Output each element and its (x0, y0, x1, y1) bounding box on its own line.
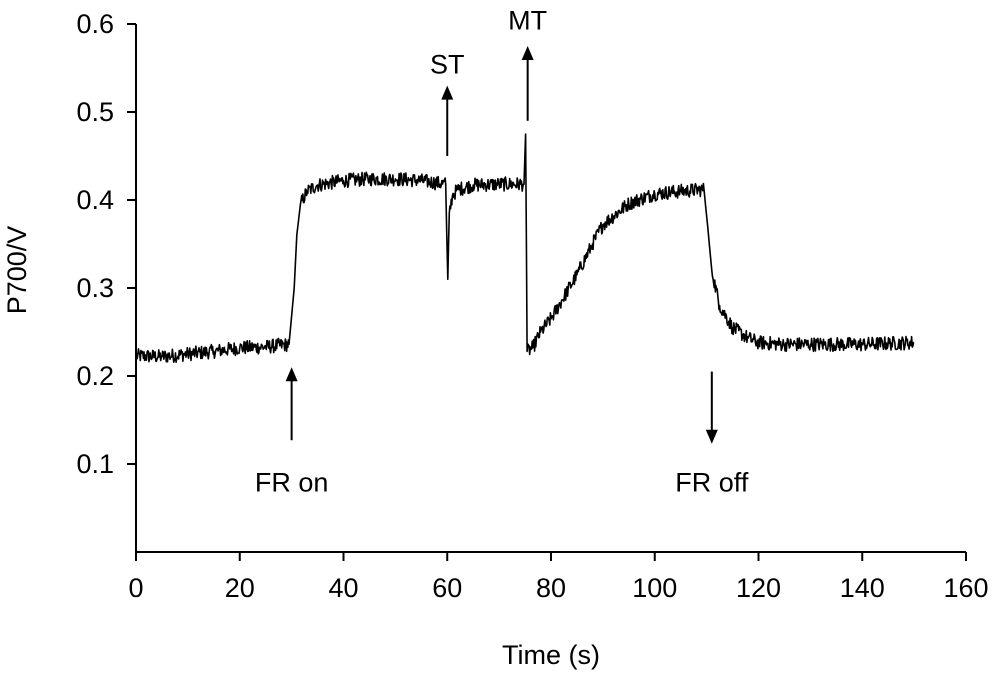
annotation-label: FR on (255, 468, 329, 498)
x-axis-title: Time (s) (502, 640, 600, 670)
x-tick-label: 40 (328, 573, 358, 603)
series-line-0 (135, 133, 915, 363)
x-ticks: 0 20 40 60 80 100 120 140 160 (128, 552, 989, 603)
x-tick-label: 20 (225, 573, 255, 603)
y-axis-title: P700/V (2, 226, 32, 315)
x-tick-label: 0 (128, 573, 143, 603)
annotation-label: FR off (675, 468, 749, 498)
x-tick-label: 60 (432, 573, 462, 603)
arrow-down-icon (705, 429, 718, 444)
series-group (135, 133, 915, 363)
x-tick-label: 140 (840, 573, 885, 603)
y-tick-label: 0.2 (76, 361, 114, 391)
y-tick-label: 0.3 (76, 273, 114, 303)
x-tick-label: 80 (536, 573, 566, 603)
y-ticks: 0.1 0.2 0.3 0.4 0.5 0.6 (76, 9, 136, 479)
arrow-up-icon (441, 85, 454, 100)
annotation-label: MT (508, 6, 547, 36)
arrow-up-icon (285, 367, 298, 382)
x-tick-label: 100 (632, 573, 677, 603)
x-tick-label: 120 (736, 573, 781, 603)
annotation-label: ST (430, 50, 465, 80)
y-tick-label: 0.1 (76, 449, 114, 479)
annotations: FR on ST MT FR off (255, 6, 749, 498)
x-tick-label: 160 (943, 573, 988, 603)
y-tick-label: 0.5 (76, 97, 114, 127)
arrow-up-icon (521, 46, 534, 60)
y-tick-label: 0.4 (76, 185, 114, 215)
y-tick-label: 0.6 (76, 9, 114, 39)
